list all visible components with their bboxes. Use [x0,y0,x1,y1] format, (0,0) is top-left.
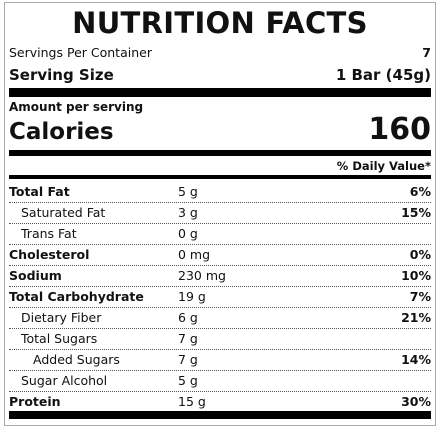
nutrient-row: Total Carbohydrate 19 g 7% [9,287,431,308]
nutrient-daily-value: 6% [409,184,431,199]
serving-size-row: Serving Size 1 Bar (45g) [9,65,431,85]
nutrient-amount: 19 g [178,289,206,304]
nutrient-row: Total Sugars 7 g [9,329,431,350]
nutrient-amount: 7 g [178,352,198,367]
nutrient-name: Cholesterol [9,247,90,262]
nutrient-daily-value: 0% [409,247,431,262]
nutrient-row: Total Fat 5 g 6% [9,182,431,203]
nutrient-row: Sodium 230 mg 10% [9,266,431,287]
nutrient-daily-value: 21% [401,310,431,325]
nutrient-amount: 0 mg [178,247,211,262]
nutrient-daily-value: 15% [401,205,431,220]
servings-value: 7 [422,45,431,60]
nutrient-daily-value: 14% [401,352,431,367]
calories-value: 160 [368,112,431,147]
bottom-divider [9,411,431,419]
nutrient-row: Trans Fat 0 g [9,224,431,245]
serving-size-value: 1 Bar (45g) [335,66,431,84]
nutrient-amount: 230 mg [178,268,226,283]
nutrient-name: Total Fat [9,184,70,199]
nutrient-daily-value: 30% [401,394,431,409]
serving-size-label: Serving Size [9,66,114,84]
calories-row: Calories 160 [9,112,431,150]
label-title: NUTRITION FACTS [72,6,368,40]
nutrient-name: Added Sugars [33,352,120,367]
nutrient-amount: 5 g [178,184,198,199]
nutrient-amount: 15 g [178,394,206,409]
nutrient-row: Protein 15 g 30% [9,392,431,413]
servings-label: Servings Per Container [9,45,152,60]
calories-divider [9,150,431,156]
daily-value-header: % Daily Value* [336,159,431,173]
nutrient-row: Dietary Fiber 6 g 21% [9,308,431,329]
nutrient-daily-value: 10% [401,268,431,283]
nutrient-name: Protein [9,394,61,409]
nutrient-amount: 5 g [178,373,198,388]
nutrient-name: Total Sugars [21,331,98,346]
nutrient-name: Dietary Fiber [21,310,102,325]
nutrient-row: Added Sugars 7 g 14% [9,350,431,371]
nutrient-name: Trans Fat [21,226,77,241]
nutrient-name: Total Carbohydrate [9,289,144,304]
nutrient-name: Saturated Fat [21,205,106,220]
nutrient-amount: 0 g [178,226,198,241]
nutrient-name: Sugar Alcohol [21,373,108,388]
calories-label: Calories [9,119,114,145]
nutrient-row: Cholesterol 0 mg 0% [9,245,431,266]
nutrient-name: Sodium [9,268,62,283]
header-divider [9,175,431,179]
nutrition-label: NUTRITION FACTS Servings Per Container 7… [4,2,436,426]
nutrient-amount: 6 g [178,310,198,325]
nutrient-row: Saturated Fat 3 g 15% [9,203,431,224]
nutrient-daily-value: 7% [409,289,431,304]
nutrient-amount: 7 g [178,331,198,346]
nutrient-row: Sugar Alcohol 5 g [9,371,431,392]
servings-row: Servings Per Container 7 [9,45,431,61]
amount-per-serving: Amount per serving [9,100,144,114]
nutrient-amount: 3 g [178,205,198,220]
thick-divider [9,88,431,97]
